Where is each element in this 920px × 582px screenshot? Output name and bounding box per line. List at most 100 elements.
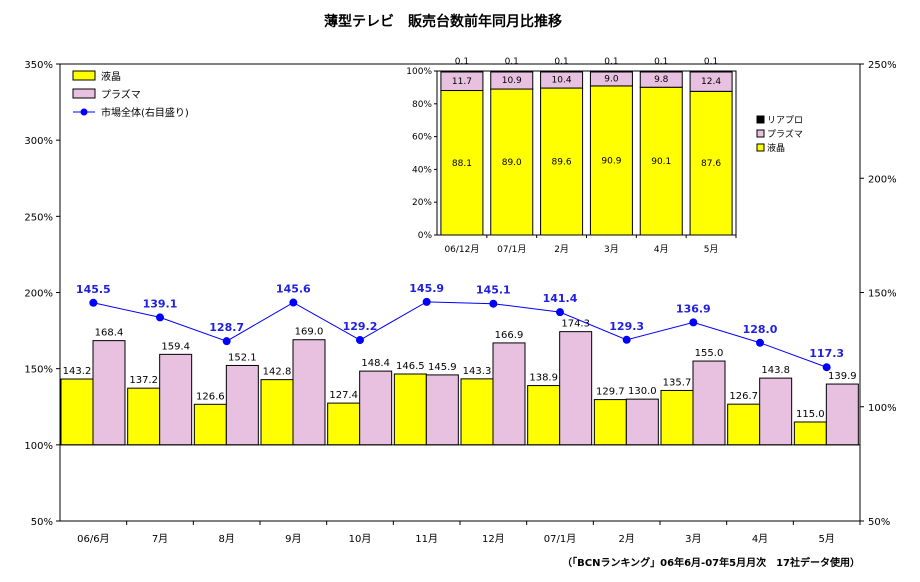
bar-liquid-label: 115.0 <box>796 409 825 420</box>
bar-plasma <box>692 360 726 446</box>
line-point-market <box>89 298 98 307</box>
y-left-tick-label: 150% <box>24 365 53 376</box>
bar-plasma-label: 130.0 <box>628 386 657 397</box>
inset-y-tick-label: 60% <box>412 133 432 143</box>
bar-plasma <box>625 398 659 446</box>
y-right-tick-label: 50% <box>868 517 890 528</box>
series-line-market <box>93 301 827 368</box>
inset-x-tick-label: 06/12月 <box>444 244 479 255</box>
line-point-market <box>556 308 564 317</box>
bar-plasma-label: 174.3 <box>561 319 590 330</box>
y-left-tick-label: 250% <box>24 212 53 223</box>
bar-plasma <box>492 342 526 446</box>
x-tick-label: 07/1月 <box>544 533 576 545</box>
y-right-tick-label: 200% <box>868 174 897 185</box>
inset-y-tick-label: 80% <box>412 100 432 110</box>
bar-plasma <box>159 353 193 446</box>
bar-plasma <box>292 339 326 446</box>
inset-bar-rearpro-label: 0.1 <box>505 57 519 67</box>
bar-liquid <box>393 373 427 446</box>
inset-bar-rearpro-label: 0.1 <box>455 57 469 67</box>
inset-x-tick-label: 5月 <box>704 244 719 255</box>
inset-bar-liquid-label: 89.6 <box>552 158 572 168</box>
x-tick-label: 06/6月 <box>77 533 109 545</box>
inset-legend-label-rearpro: リアプロ <box>767 115 803 126</box>
x-tick-label: 5月 <box>818 533 834 545</box>
inset-bar-liquid <box>540 87 584 236</box>
bar-liquid <box>260 379 294 446</box>
bar-liquid-label: 146.5 <box>396 361 425 372</box>
y-left-tick-label: 350% <box>24 60 53 71</box>
bar-liquid <box>60 378 94 446</box>
inset-bar-liquid-label: 89.0 <box>502 158 522 168</box>
chart-title: 薄型テレビ 販売台数前年同月比推移 <box>324 13 562 30</box>
legend-label-plasma: プラズマ <box>101 88 141 101</box>
source-note: （「BCNランキング」06年6月-07年5月月次 17社データ使用） <box>562 556 860 569</box>
bar-liquid <box>793 421 827 446</box>
line-point-market-label: 141.4 <box>543 292 578 305</box>
inset-bar-liquid <box>589 85 633 236</box>
bar-plasma-label: 152.1 <box>228 352 257 363</box>
inset-bar-plasma-label: 10.9 <box>502 76 522 86</box>
inset-legend-label-liquid: 液晶 <box>767 142 785 154</box>
bar-plasma <box>759 377 793 446</box>
inset-bar-rearpro <box>640 71 683 73</box>
bar-liquid <box>327 402 361 446</box>
inset-bar-rearpro-label: 0.1 <box>604 57 618 67</box>
inset-bar-liquid <box>490 88 534 236</box>
bar-plasma-label: 139.9 <box>828 371 857 382</box>
line-point-market-label: 145.1 <box>476 284 511 297</box>
line-point-market-label: 139.1 <box>143 297 178 310</box>
inset-y-tick-label: 100% <box>406 67 432 77</box>
bar-liquid-label: 143.3 <box>463 366 492 377</box>
inset-legend-swatch-plasma <box>756 129 765 138</box>
line-point-market <box>222 337 231 346</box>
x-tick-label: 8月 <box>218 533 234 545</box>
inset-y-tick-label: 40% <box>412 165 432 175</box>
line-point-market <box>289 298 298 307</box>
bar-plasma-label: 168.4 <box>95 328 124 339</box>
bar-liquid-label: 126.6 <box>196 391 225 402</box>
bar-plasma-label: 145.9 <box>428 362 457 373</box>
bar-plasma <box>225 364 259 446</box>
inset-x-tick-label: 4月 <box>654 244 669 255</box>
x-tick-label: 7月 <box>152 533 168 545</box>
inset-bar-liquid <box>689 90 733 236</box>
inset-x-tick-label: 3月 <box>604 244 619 255</box>
y-left-tick-label: 50% <box>31 517 53 528</box>
line-point-market-label: 145.9 <box>409 282 444 295</box>
y-right-tick-label: 150% <box>868 289 897 300</box>
bar-plasma <box>359 370 393 446</box>
inset-bar-rearpro <box>440 71 483 73</box>
inset-bar-liquid <box>440 90 484 236</box>
line-point-market <box>756 338 764 347</box>
inset-bar-rearpro-label: 0.1 <box>654 57 668 67</box>
x-tick-label: 10月 <box>349 533 372 545</box>
bar-plasma-label: 169.0 <box>295 327 324 338</box>
bar-plasma <box>559 331 593 446</box>
inset-bar-liquid-label: 88.1 <box>452 159 472 169</box>
bar-liquid <box>460 378 494 446</box>
inset-bar-rearpro <box>490 71 533 73</box>
bar-liquid <box>127 387 161 446</box>
line-point-market-label: 117.3 <box>809 347 844 360</box>
bar-liquid <box>193 403 227 446</box>
x-tick-label: 3月 <box>685 533 701 545</box>
inset-bar-rearpro-label: 0.1 <box>554 57 568 67</box>
inset-y-tick-label: 20% <box>412 198 432 208</box>
bar-plasma <box>825 383 859 446</box>
legend-label-liquid: 液晶 <box>101 70 121 83</box>
y-left-tick-label: 200% <box>24 289 53 300</box>
inset-x-tick-label: 07/1月 <box>497 244 526 255</box>
line-point-market-label: 145.6 <box>276 283 311 296</box>
legend-label-market: 市場全体(右目盛り) <box>101 106 189 119</box>
bar-plasma-label: 155.0 <box>695 348 724 359</box>
bar-liquid-label: 138.9 <box>529 373 558 384</box>
bar-plasma-label: 148.4 <box>361 358 390 369</box>
line-point-market <box>422 297 431 306</box>
y-left-tick-label: 300% <box>24 136 53 147</box>
inset-legend-swatch-liquid <box>756 143 765 152</box>
inset-x-tick-label: 2月 <box>554 244 569 255</box>
y-left-tick-label: 100% <box>24 441 53 452</box>
